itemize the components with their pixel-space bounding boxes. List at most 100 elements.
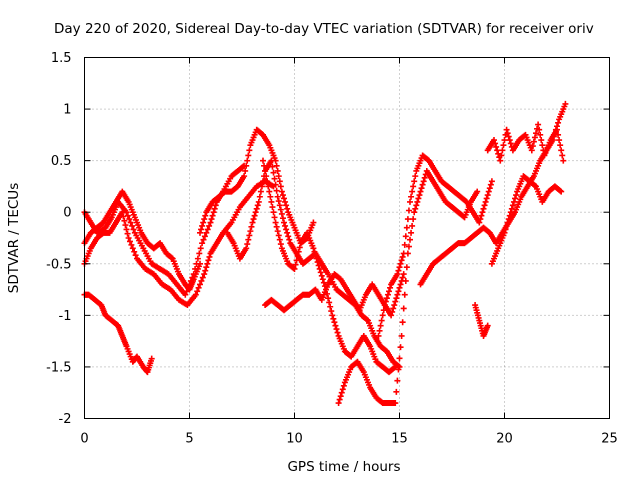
data-point [284, 229, 291, 236]
y-tick-label: 1.5 [51, 51, 72, 66]
data-point [197, 281, 203, 288]
data-point [291, 265, 298, 272]
data-point [395, 267, 402, 274]
data-point [294, 253, 301, 260]
data-point [420, 178, 427, 185]
data-point [484, 192, 491, 199]
data-point [482, 198, 489, 205]
data-point [277, 206, 284, 213]
data-point [319, 276, 326, 283]
data-point [267, 193, 274, 200]
data-point [400, 271, 407, 278]
data-point [491, 137, 497, 144]
data-point [198, 226, 205, 233]
data-point [375, 332, 382, 339]
data-point [484, 322, 491, 329]
data-point [316, 265, 323, 272]
data-point [504, 219, 511, 226]
data-point [405, 243, 412, 250]
data-point [200, 236, 207, 243]
data-point [194, 255, 201, 262]
data-point [240, 163, 247, 170]
data-point [273, 162, 280, 169]
chart-title: Day 220 of 2020, Sidereal Day-to-day VTE… [54, 21, 594, 37]
data-point [503, 222, 510, 229]
data-point [127, 219, 134, 226]
data-point [283, 226, 290, 233]
data-point [123, 226, 130, 233]
data-point [533, 130, 539, 137]
data-point [276, 202, 283, 209]
data-point [315, 262, 322, 269]
data-point [392, 363, 399, 370]
data-point [202, 267, 209, 274]
data-point [335, 400, 342, 407]
data-point [241, 173, 248, 180]
data-point [387, 284, 394, 291]
data-point [148, 355, 155, 362]
data-point [258, 183, 265, 190]
data-point [497, 157, 504, 164]
data-point [199, 222, 206, 229]
data-point [380, 307, 387, 314]
y-tick-label: -2 [59, 412, 72, 427]
data-point [187, 277, 194, 284]
data-point [536, 126, 543, 133]
data-point [403, 224, 410, 231]
data-point [391, 364, 398, 371]
data-point [395, 366, 402, 373]
data-point [477, 216, 484, 223]
data-point [411, 178, 418, 185]
data-point [256, 193, 263, 200]
x-tick-label: 10 [286, 432, 303, 447]
data-point [486, 185, 493, 192]
data-point [384, 291, 391, 298]
data-point [562, 100, 569, 107]
data-point [397, 344, 404, 351]
data-point [555, 131, 562, 138]
data-point [410, 183, 417, 190]
data-point [513, 192, 520, 199]
data-point [271, 175, 278, 182]
data-point [199, 240, 206, 247]
data-point [329, 312, 336, 319]
data-point [531, 182, 538, 189]
data-point [327, 303, 334, 310]
data-point [529, 143, 536, 150]
data-point [247, 228, 254, 235]
data-point [498, 152, 505, 159]
data-point [396, 284, 403, 291]
data-point [272, 219, 279, 226]
data-point [483, 195, 490, 202]
data-point [192, 265, 199, 272]
data-point [132, 252, 139, 259]
data-point [282, 222, 289, 229]
y-tick-label: -1.5 [46, 360, 71, 375]
data-point [311, 248, 318, 255]
data-point [494, 147, 501, 154]
data-point [122, 222, 129, 229]
data-point [295, 248, 302, 255]
x-tick-label: 20 [496, 432, 513, 447]
data-point [326, 299, 333, 306]
data-point [505, 133, 512, 140]
data-point [243, 162, 250, 169]
data-point [200, 219, 207, 226]
data-point [333, 326, 340, 333]
data-point [198, 277, 205, 284]
data-point [531, 134, 538, 141]
data-point [394, 377, 401, 384]
data-point [407, 236, 413, 243]
data-point [286, 236, 293, 243]
data-point [248, 223, 255, 230]
data-point [279, 192, 286, 199]
data-point [274, 228, 281, 235]
data-point [246, 232, 253, 239]
data-point [253, 205, 260, 212]
data-point [293, 257, 300, 264]
data-point [392, 400, 399, 407]
data-point [285, 233, 292, 240]
data-point [538, 137, 545, 144]
data-point [398, 332, 405, 339]
data-point [474, 188, 481, 195]
